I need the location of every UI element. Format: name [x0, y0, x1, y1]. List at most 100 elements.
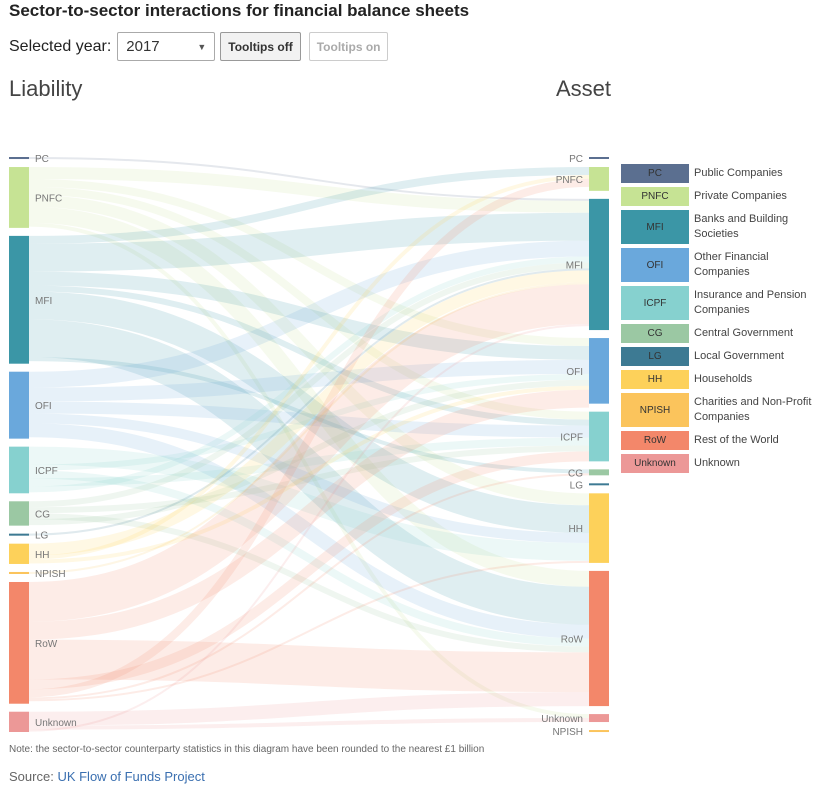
flow-HH-to-OFI[interactable]: [28, 385, 590, 564]
liability-node-Unknown[interactable]: [9, 711, 29, 732]
legend-item-RoW: RoW Rest of the World: [621, 431, 820, 450]
legend-swatch-OFI: OFI: [621, 248, 689, 282]
flow-ICPF-to-ICPF[interactable]: [28, 437, 590, 487]
asset-label-NPISH: NPISH: [552, 727, 583, 738]
legend-swatch-HH: HH: [621, 370, 689, 389]
liability-node-OFI[interactable]: [9, 371, 29, 439]
flow-MFI-to-RoW[interactable]: [28, 319, 590, 625]
legend-label-HH: Households: [694, 373, 753, 385]
asset-node-RoW[interactable]: [589, 570, 609, 707]
liability-node-MFI[interactable]: [9, 235, 29, 364]
flow-MFI-to-OFI[interactable]: [28, 271, 590, 360]
liability-label-CG: CG: [35, 509, 50, 520]
liability-node-HH[interactable]: [9, 543, 29, 564]
flow-Unknown-to-Unknown[interactable]: [28, 718, 590, 730]
flow-RoW-to-MFI[interactable]: [28, 284, 590, 622]
asset-label-PC: PC: [569, 154, 583, 165]
flow-PNFC-to-OFI[interactable]: [28, 178, 590, 347]
flow-Unknown-to-MFI[interactable]: [28, 324, 590, 732]
flow-MFI-to-CG[interactable]: [28, 357, 590, 474]
flow-CG-to-OFI[interactable]: [28, 379, 590, 526]
liability-node-RoW[interactable]: [9, 581, 29, 704]
flow-OFI-to-HH[interactable]: [28, 413, 590, 544]
flow-RoW-to-ICPF[interactable]: [28, 451, 590, 690]
flow-PNFC-to-Unknown[interactable]: [28, 222, 590, 719]
asset-heading: Asset: [556, 76, 612, 101]
asset-label-RoW: RoW: [561, 634, 584, 645]
liability-node-LG[interactable]: [9, 533, 29, 536]
asset-node-Unknown[interactable]: [589, 714, 609, 723]
flow-HH-to-PNFC[interactable]: [28, 174, 590, 560]
legend-swatch-NPISH: NPISH: [621, 393, 689, 427]
flow-CG-to-MFI[interactable]: [28, 262, 590, 508]
liability-node-NPISH[interactable]: [9, 571, 29, 574]
legend-label-ICPF: Insurance and Pension Companies: [694, 289, 807, 316]
flow-RoW-to-RoW[interactable]: [28, 639, 590, 693]
flow-NPISH-to-MFI[interactable]: [28, 282, 590, 574]
asset-node-LG[interactable]: [589, 483, 609, 486]
asset-node-PNFC[interactable]: [589, 167, 609, 191]
asset-node-MFI[interactable]: [589, 198, 609, 331]
legend-item-PNFC: PNFC Private Companies: [621, 187, 820, 206]
flow-PNFC-to-RoW[interactable]: [28, 206, 590, 587]
flow-MFI-to-PNFC[interactable]: [28, 166, 590, 244]
legend-item-HH: HH Households: [621, 370, 820, 389]
tooltips-off-button[interactable]: Tooltips off: [220, 32, 301, 61]
asset-label-MFI: MFI: [566, 260, 583, 271]
flow-PC-to-MFI[interactable]: [28, 157, 590, 201]
rounding-note: Note: the sector-to-sector counterparty …: [9, 744, 485, 755]
asset-node-OFI[interactable]: [589, 338, 609, 404]
tooltips-on-button[interactable]: Tooltips on: [308, 32, 389, 61]
asset-node-CG[interactable]: [589, 469, 609, 476]
controls-bar: Selected year: 2017 ▼ Tooltips off Toolt…: [9, 31, 396, 62]
flow-RoW-to-CG[interactable]: [28, 473, 590, 700]
legend-label-CG: Central Government: [694, 327, 794, 339]
flow-MFI-to-ICPF[interactable]: [28, 285, 590, 426]
legend-label-PNFC: Private Companies: [694, 190, 787, 202]
legend-swatch-ICPF: ICPF: [621, 286, 689, 320]
flow-RoW-to-OFI[interactable]: [28, 389, 590, 640]
flow-ICPF-to-HH[interactable]: [28, 446, 590, 561]
liability-label-PC: PC: [35, 154, 49, 165]
legend-swatch-CG: CG: [621, 324, 689, 343]
flow-LG-to-MFI[interactable]: [28, 268, 590, 536]
flow-OFI-to-RoW[interactable]: [28, 423, 590, 639]
flow-MFI-to-HH[interactable]: [28, 291, 590, 534]
asset-node-HH[interactable]: [589, 493, 609, 563]
asset-node-PC[interactable]: [589, 157, 609, 159]
liability-node-CG[interactable]: [9, 501, 29, 526]
asset-label-CG: CG: [568, 468, 583, 479]
flow-MFI-to-MFI[interactable]: [28, 212, 590, 272]
flow-CG-to-ICPF[interactable]: [28, 445, 590, 514]
flow-PNFC-to-ICPF[interactable]: [28, 186, 590, 420]
flow-RoW-to-HH[interactable]: [28, 560, 590, 702]
asset-node-NPISH[interactable]: [589, 730, 609, 733]
flow-OFI-to-OFI[interactable]: [28, 359, 590, 402]
year-label: Selected year:: [9, 37, 112, 55]
liability-label-LG: LG: [35, 531, 49, 542]
liability-node-PNFC[interactable]: [9, 167, 29, 228]
flow-HH-to-MFI[interactable]: [28, 270, 590, 556]
legend-label-MFI: Banks and Building Societies: [694, 213, 789, 240]
asset-node-ICPF[interactable]: [589, 411, 609, 462]
flow-CG-to-RoW[interactable]: [28, 513, 590, 653]
legend-item-MFI: MFI Banks and Building Societies: [621, 210, 820, 244]
flow-ICPF-to-RoW[interactable]: [28, 470, 590, 647]
liability-label-RoW: RoW: [35, 639, 58, 650]
liability-label-MFI: MFI: [35, 296, 52, 307]
flow-PNFC-to-MFI[interactable]: [28, 167, 590, 213]
source-link[interactable]: UK Flow of Funds Project: [57, 769, 205, 784]
legend-item-Unknown: Unknown Unknown: [621, 454, 820, 473]
liability-node-ICPF[interactable]: [9, 446, 29, 494]
flow-OFI-to-MFI[interactable]: [28, 240, 590, 388]
flow-OFI-to-ICPF[interactable]: [28, 401, 590, 438]
flow-ICPF-to-MFI[interactable]: [28, 256, 590, 493]
asset-label-LG: LG: [570, 480, 584, 491]
flow-ICPF-to-OFI[interactable]: [28, 373, 590, 471]
flow-PNFC-to-HH[interactable]: [28, 194, 590, 506]
year-select[interactable]: 2017 ▼: [117, 32, 216, 61]
liability-node-PC[interactable]: [9, 157, 29, 160]
flow-Unknown-to-RoW[interactable]: [28, 692, 590, 726]
flow-RoW-to-PNFC[interactable]: [28, 178, 590, 698]
year-select-value: 2017: [126, 38, 160, 55]
